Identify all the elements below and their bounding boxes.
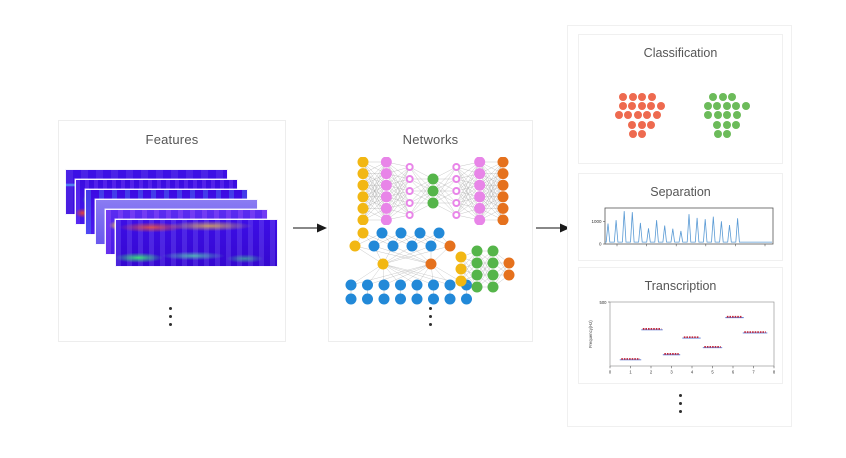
cluster-point: [732, 111, 741, 120]
small-mlp-network-diagram: [455, 245, 515, 293]
cluster-point: [628, 120, 636, 129]
cluster-point: [614, 111, 623, 120]
cluster-point: [647, 120, 655, 129]
svg-text:2: 2: [650, 370, 653, 375]
svg-text:7: 7: [752, 370, 755, 375]
cluster-point: [732, 120, 740, 129]
networks-panel: Networks: [328, 120, 533, 342]
transcription-card: Transcription Frequency(Hz) 500 0 1 2 3 4 5 6 7 8: [578, 267, 783, 384]
separation-card: Separation 1000 0: [578, 173, 783, 261]
cluster-point: [638, 129, 647, 138]
cluster-point: [619, 93, 628, 101]
cluster-point: [633, 111, 642, 120]
cluster-point: [713, 129, 722, 138]
features-panel: Features: [58, 120, 286, 342]
cluster-point: [709, 93, 717, 101]
cluster-point: [628, 129, 637, 138]
transcription-pitch-chart: Frequency(Hz) 500 0 1 2 3 4 5 6 7 8: [588, 300, 776, 375]
svg-text:Frequency(Hz): Frequency(Hz): [588, 320, 593, 348]
classification-clusters: [579, 85, 784, 155]
cluster-point: [723, 111, 732, 120]
cluster-point: [637, 102, 646, 111]
cluster-point: [628, 93, 637, 101]
svg-text:500: 500: [600, 300, 608, 305]
cluster-point: [713, 102, 721, 111]
classification-card: Classification: [578, 34, 783, 164]
cluster-point: [652, 111, 661, 120]
svg-text:0: 0: [609, 370, 612, 375]
flow-arrow-icon: [293, 223, 327, 233]
cluster-point: [624, 111, 632, 120]
classification-title: Classification: [643, 46, 718, 60]
transcription-title: Transcription: [644, 279, 717, 293]
cluster-point: [703, 102, 712, 111]
flow-arrow-icon: [536, 223, 570, 233]
cluster-point: [732, 102, 740, 111]
more-networks-ellipsis-icon: [429, 307, 432, 326]
more-features-ellipsis-icon: [169, 307, 172, 326]
cluster-point: [647, 102, 655, 111]
cluster-point: [722, 102, 731, 111]
cluster-point: [718, 93, 727, 101]
cluster-point: [628, 102, 636, 111]
networks-title: Networks: [402, 132, 459, 147]
features-title: Features: [145, 132, 199, 147]
more-tasks-ellipsis-icon: [679, 394, 682, 413]
svg-text:3: 3: [670, 370, 673, 375]
cluster-point: [741, 102, 750, 111]
svg-text:8: 8: [773, 370, 776, 375]
separation-waveform-chart: 1000 0: [591, 207, 774, 247]
svg-text:4: 4: [691, 370, 694, 375]
svg-text:1000: 1000: [591, 219, 602, 224]
svg-text:1: 1: [629, 370, 632, 375]
autoencoder-network-diagram: [357, 157, 509, 225]
cluster-point: [713, 120, 721, 129]
cluster-point: [637, 120, 646, 129]
cluster-point: [722, 120, 731, 129]
cluster-point: [643, 111, 651, 120]
cluster-point: [704, 111, 713, 120]
cluster-point: [723, 129, 732, 138]
spectrogram-thumbnail: [115, 219, 278, 267]
cluster-point: [647, 93, 656, 101]
cluster-point: [713, 111, 722, 120]
svg-text:6: 6: [732, 370, 735, 375]
cluster-point: [638, 93, 647, 101]
outputs-panel: Classification Separation 1000 0 Transcri…: [567, 25, 792, 427]
cluster-point: [618, 102, 627, 111]
cluster-point: [656, 102, 665, 111]
svg-text:0: 0: [599, 242, 602, 247]
svg-text:5: 5: [711, 370, 714, 375]
cluster-point: [728, 93, 736, 101]
separation-title: Separation: [650, 185, 711, 199]
spectrogram-stack: [59, 121, 285, 341]
deep-belief-network-diagram: [345, 227, 472, 305]
